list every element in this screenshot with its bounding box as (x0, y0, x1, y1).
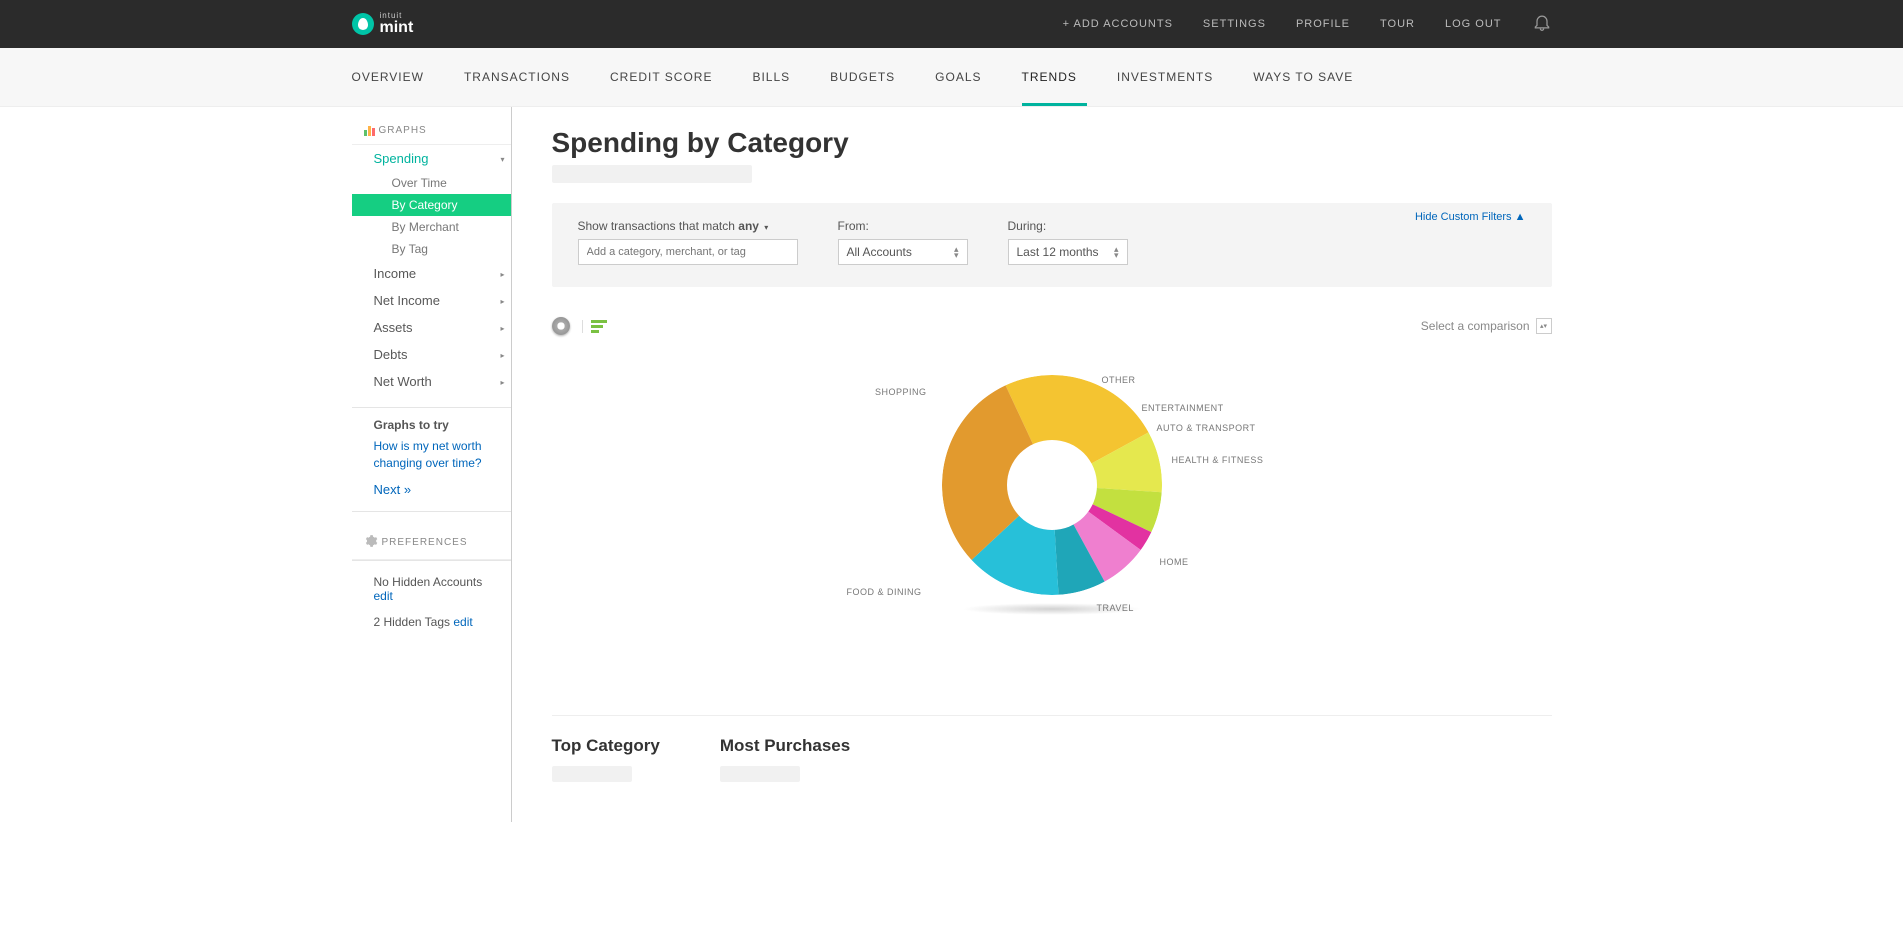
sidebar-net-income[interactable]: Net Income▸ (352, 287, 511, 314)
tour-link[interactable]: TOUR (1380, 18, 1415, 30)
graphs-to-try-box: Graphs to try How is my net worth changi… (352, 407, 511, 512)
nav-goals[interactable]: GOALS (935, 70, 981, 84)
sidebar-assets[interactable]: Assets▸ (352, 314, 511, 341)
nav-overview[interactable]: OVERVIEW (352, 70, 424, 84)
edit-hidden-tags[interactable]: edit (453, 615, 472, 629)
during-select[interactable]: Last 12 months ▴▾ (1008, 239, 1128, 265)
main-content: Spending by Category Hide Custom Filters… (512, 107, 1552, 822)
bar-view-button[interactable] (582, 320, 607, 333)
most-purchases-title: Most Purchases (720, 736, 850, 756)
sidebar: GRAPHS Spending▾ Over TimeBy CategoryBy … (352, 107, 512, 822)
bell-icon[interactable] (1532, 12, 1552, 37)
spending-sub-by-tag[interactable]: By Tag (352, 238, 511, 260)
nav-investments[interactable]: INVESTMENTS (1117, 70, 1213, 84)
spending-sub-by-category[interactable]: By Category (352, 194, 511, 216)
match-mode-select[interactable]: any ▾ (738, 219, 768, 233)
chart-area: SHOPPING OTHER ENTERTAINMENT AUTO & TRANSPO… (552, 355, 1552, 665)
settings-link[interactable]: SETTINGS (1203, 18, 1266, 30)
nav-budgets[interactable]: BUDGETS (830, 70, 895, 84)
edit-hidden-accounts[interactable]: edit (374, 589, 393, 603)
most-purchases-block: Most Purchases (720, 736, 850, 782)
from-select[interactable]: All Accounts ▴▾ (838, 239, 968, 265)
bar-chart-icon (364, 126, 375, 136)
most-purchases-redacted (720, 766, 800, 782)
filter-panel: Hide Custom Filters ▲ Show transactions … (552, 203, 1552, 287)
comparison-select[interactable]: Select a comparison ▴▾ (1421, 318, 1552, 334)
pref-hidden-accounts: No Hidden Accounts edit (352, 569, 511, 609)
brand-logo[interactable]: intuit mint (352, 12, 414, 36)
main-nav: OVERVIEW TRANSACTIONS CREDIT SCORE BILLS BUD… (352, 48, 1552, 106)
hide-filters-link[interactable]: Hide Custom Filters ▲ (1415, 211, 1526, 223)
graphs-to-try-title: Graphs to try (374, 418, 489, 432)
sidebar-spending[interactable]: Spending▾ (352, 145, 511, 172)
label-other: OTHER (1102, 375, 1136, 385)
sidebar-net-worth[interactable]: Net Worth▸ (352, 368, 511, 395)
logout-link[interactable]: LOG OUT (1445, 18, 1502, 30)
view-toggle (552, 317, 607, 335)
summary-row: Top Category Most Purchases (552, 715, 1552, 782)
page-title: Spending by Category (552, 127, 1552, 159)
pref-hidden-tags: 2 Hidden Tags edit (352, 609, 511, 635)
add-accounts-link[interactable]: + ADD ACCOUNTS (1063, 18, 1173, 30)
top-category-block: Top Category (552, 736, 660, 782)
graphs-next-link[interactable]: Next » (374, 482, 489, 497)
nav-transactions[interactable]: TRANSACTIONS (464, 70, 570, 84)
top-category-title: Top Category (552, 736, 660, 756)
during-label: During: (1008, 219, 1128, 233)
tag-input[interactable] (578, 239, 798, 265)
sidebar-income[interactable]: Income▸ (352, 260, 511, 287)
match-label: Show transactions that match any ▾ (578, 219, 798, 233)
donut-hole (1007, 440, 1097, 530)
brand-name: mint (380, 19, 414, 36)
updown-icon: ▴▾ (954, 246, 959, 259)
label-home: HOME (1160, 557, 1189, 567)
spending-sub-over-time[interactable]: Over Time (352, 172, 511, 194)
caret-down-icon: ▾ (500, 155, 504, 164)
label-travel: TRAVEL (1097, 603, 1134, 613)
nav-bills[interactable]: BILLS (752, 70, 790, 84)
nav-ways-to-save[interactable]: WAYS TO SAVE (1253, 70, 1353, 84)
label-auto-transport: AUTO & TRANSPORT (1157, 423, 1256, 433)
logo-icon (352, 13, 374, 35)
top-category-redacted (552, 766, 632, 782)
graphs-section-title: GRAPHS (352, 117, 511, 145)
label-shopping: SHOPPING (827, 387, 927, 397)
gear-icon (364, 534, 378, 551)
updown-icon: ▴▾ (1114, 246, 1119, 259)
label-entertainment: ENTERTAINMENT (1142, 403, 1224, 413)
preferences-section-title: PREFERENCES (352, 526, 511, 560)
subtitle-redacted (552, 165, 752, 183)
nav-trends[interactable]: TRENDS (1022, 70, 1077, 84)
spending-sub-by-merchant[interactable]: By Merchant (352, 216, 511, 238)
donut-view-button[interactable] (552, 317, 570, 335)
from-label: From: (838, 219, 968, 233)
label-food-dining: FOOD & DINING (822, 587, 922, 597)
graphs-try-link[interactable]: How is my net worth changing over time? (374, 438, 489, 472)
top-links: + ADD ACCOUNTS SETTINGS PROFILE TOUR LOG… (1063, 12, 1552, 37)
profile-link[interactable]: PROFILE (1296, 18, 1350, 30)
nav-credit-score[interactable]: CREDIT SCORE (610, 70, 712, 84)
label-health-fitness: HEALTH & FITNESS (1172, 455, 1264, 465)
sidebar-debts[interactable]: Debts▸ (352, 341, 511, 368)
